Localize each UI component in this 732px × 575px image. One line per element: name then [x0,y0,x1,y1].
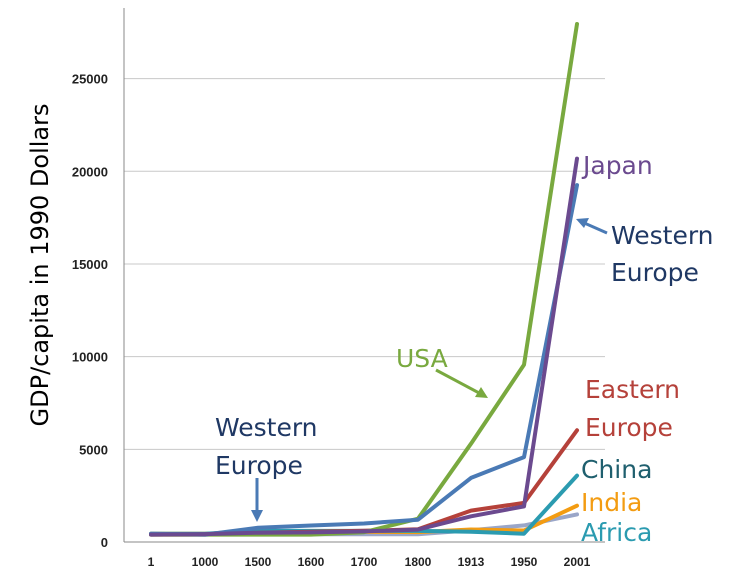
western-europe-right-arrow [576,218,608,235]
annotation-eastern-europe-line1: Eastern [585,375,680,404]
x-tick-label: 1913 [458,555,485,569]
usa-arrow [435,368,488,398]
x-tick-label: 1000 [192,555,219,569]
series-line-eastern-europe [149,428,579,537]
annotation-western-europe-left-line2: Europe [215,451,303,480]
series-lines [149,22,579,537]
series-line-japan [149,156,579,537]
annotation-western-europe-left-line1: Western [215,413,318,442]
axes [123,8,605,543]
x-tick-label: 2001 [564,555,591,569]
y-tick-label: 0 [101,535,108,550]
annotation-africa: Africa [581,518,652,547]
y-tick-label: 20000 [72,164,108,179]
y-tick-label: 10000 [72,350,108,365]
y-tick-label: 5000 [79,442,108,457]
x-tick-label: 1950 [511,555,538,569]
annotation-western-europe-right-line2: Europe [611,258,699,287]
annotation-india: India [581,488,642,517]
western-europe-left-arrow [251,478,263,522]
x-tick-label: 1 [148,555,155,569]
x-tick-label: 1700 [351,555,378,569]
annotation-usa: USA [396,344,448,373]
x-tick-label: 1500 [245,555,272,569]
annotations: Japan Western Europe USA Eastern Europe … [215,151,714,547]
annotation-japan: Japan [581,151,653,180]
x-tick-label: 1800 [405,555,432,569]
x-tick-labels: 1 1000 1500 1600 1700 1800 1913 1950 2001 [148,555,591,569]
annotation-western-europe-right-line1: Western [611,221,714,250]
y-tick-label: 25000 [72,72,108,87]
y-tick-label: 15000 [72,257,108,272]
annotation-eastern-europe-line2: Europe [585,413,673,442]
y-tick-labels: 0 5000 10000 15000 20000 25000 [72,72,108,550]
annotation-china: China [581,455,652,484]
x-tick-label: 1600 [298,555,325,569]
y-axis-label: GDP/capita in 1990 Dollars [26,104,54,427]
series-line-western-europe [149,183,579,537]
grid-lines [124,78,605,450]
